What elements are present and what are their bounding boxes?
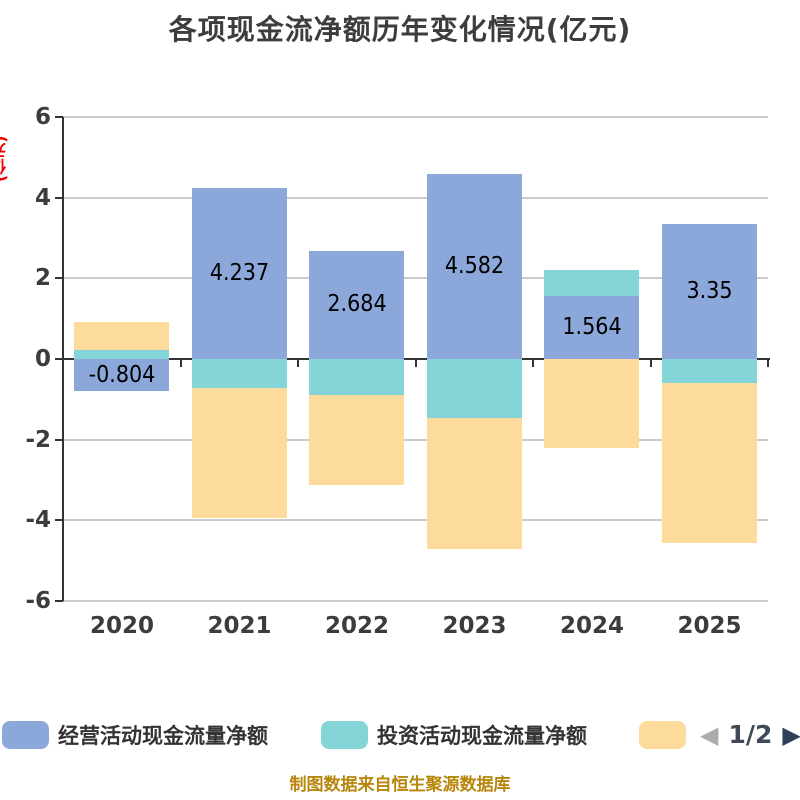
bar-segment-2025-s0[interactable] [661, 223, 757, 359]
bar-value-label: 2.684 [327, 291, 387, 318]
legend-item-operating[interactable]: 经营活动现金流量净额 [2, 719, 268, 751]
bar-segment-2025-s2[interactable] [661, 383, 757, 544]
legend-swatch-financing [639, 721, 686, 749]
bar-value-label: 3.35 [686, 277, 733, 304]
bar-segment-2021-s0[interactable] [191, 188, 287, 359]
bar-value-label: 4.237 [209, 260, 270, 287]
bar-segment-2022-s2[interactable] [309, 394, 405, 486]
chart-title: 各项现金流净额历年变化情况(亿元) [168, 13, 632, 46]
legend-item-financing[interactable] [639, 719, 695, 751]
x-axis-label-2021: 2021 [207, 613, 272, 639]
legend-page-indicator: 1/2 [728, 720, 773, 749]
y-axis-tick [55, 116, 63, 118]
legend-swatch-investing [321, 721, 368, 749]
y-axis-tick [55, 277, 63, 280]
legend-item-investing[interactable]: 投资活动现金流量净额 [321, 719, 587, 751]
y-axis-tick [55, 196, 63, 199]
legend: 经营活动现金流量净额 投资活动现金流量净额 ◀ 1/2 ▶ [0, 719, 800, 751]
legend-label-investing: 投资活动现金流量净额 [377, 724, 587, 748]
x-axis-label-2025: 2025 [677, 613, 742, 639]
legend-swatch-operating [2, 721, 49, 749]
x-axis-tick [414, 359, 417, 367]
y-tick-label: -6 [25, 588, 51, 614]
bar-segment-2024-s1[interactable] [544, 270, 640, 296]
y-gridline [63, 277, 768, 280]
bar-value-label: 4.582 [444, 253, 505, 280]
bar-segment-2020-s2[interactable] [74, 321, 170, 351]
y-tick-label: 0 [34, 346, 51, 372]
x-axis-tick [297, 359, 299, 367]
x-axis-line [63, 358, 770, 360]
x-axis-tick [179, 359, 182, 367]
x-axis-tick [767, 359, 769, 367]
x-axis-tick [532, 359, 534, 367]
bar-value-label: -0.804 [88, 361, 156, 388]
bar-segment-2024-s0[interactable] [544, 295, 640, 359]
bar-segment-2024-s2[interactable] [544, 359, 640, 448]
y-gridline [63, 600, 768, 602]
y-gridline [63, 438, 768, 441]
y-tick-label: 4 [34, 184, 51, 211]
bar-segment-2021-s2[interactable] [191, 387, 287, 518]
x-axis-label-2022: 2022 [324, 613, 389, 639]
y-axis-tick [55, 600, 63, 602]
y-axis-tick [55, 519, 63, 522]
bar-segment-2025-s1[interactable] [661, 359, 757, 384]
legend-next-icon[interactable]: ▶ [782, 721, 800, 749]
bar-segment-2022-s0[interactable] [309, 250, 405, 359]
y-tick-label: -4 [25, 507, 51, 534]
bar-value-label: 1.564 [562, 313, 622, 340]
y-tick-label: 2 [34, 265, 51, 292]
legend-label-operating: 经营活动现金流量净额 [58, 724, 268, 748]
y-axis-line [62, 117, 64, 601]
y-axis-tick [55, 358, 63, 360]
y-gridline [63, 116, 768, 118]
bar-segment-2021-s1[interactable] [191, 359, 287, 388]
bar-segment-2020-s0[interactable] [74, 359, 170, 392]
y-gridline [63, 196, 768, 199]
x-axis-label-2023: 2023 [442, 613, 507, 639]
x-axis-label-2020: 2020 [89, 613, 154, 639]
bar-segment-2023-s2[interactable] [426, 418, 522, 550]
bar-segment-2023-s0[interactable] [426, 174, 522, 359]
y-tick-label: -2 [25, 426, 51, 453]
legend-pagination: ◀ 1/2 ▶ [700, 719, 800, 751]
bar-segment-2022-s1[interactable] [309, 359, 405, 395]
x-axis-label-2024: 2024 [559, 613, 624, 639]
data-source-caption: 制图数据来自恒生聚源数据库 [289, 775, 511, 795]
x-axis-tick [649, 359, 652, 367]
y-tick-label: 6 [34, 104, 51, 130]
y-axis-tick [55, 438, 63, 441]
bar-segment-2020-s1[interactable] [74, 350, 170, 359]
y-gridline [63, 519, 768, 522]
bar-segment-2023-s1[interactable] [426, 359, 522, 419]
legend-prev-icon[interactable]: ◀ [700, 721, 719, 749]
